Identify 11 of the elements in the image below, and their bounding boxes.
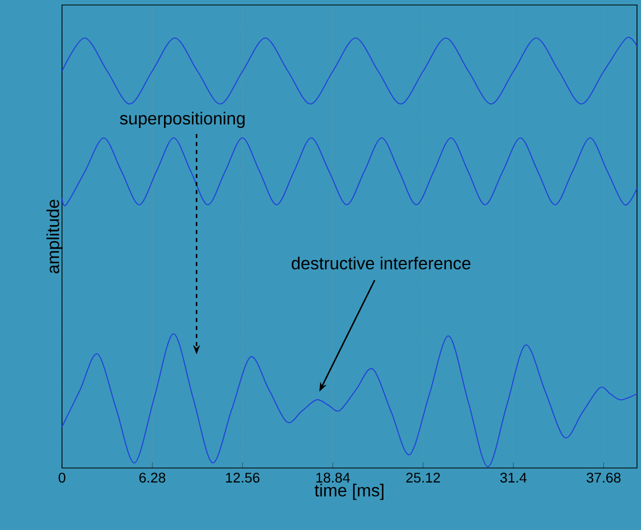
annotation: superpositioning xyxy=(120,112,245,128)
x-tick-label: 31.4 xyxy=(500,472,527,483)
x-tick-label: 18.84 xyxy=(316,472,350,483)
x-tick-label: 37.68 xyxy=(586,472,621,483)
x-tick-label: 0 xyxy=(58,472,66,483)
x-tick-label: 25.12 xyxy=(406,472,440,483)
annotation: destructive interference xyxy=(292,256,470,270)
x-tick-label: 12.56 xyxy=(226,472,260,483)
y-axis-title: amplitude xyxy=(46,200,63,274)
x-tick-label: 6.28 xyxy=(139,472,166,483)
x-axis-title: time [ms] xyxy=(314,484,384,500)
